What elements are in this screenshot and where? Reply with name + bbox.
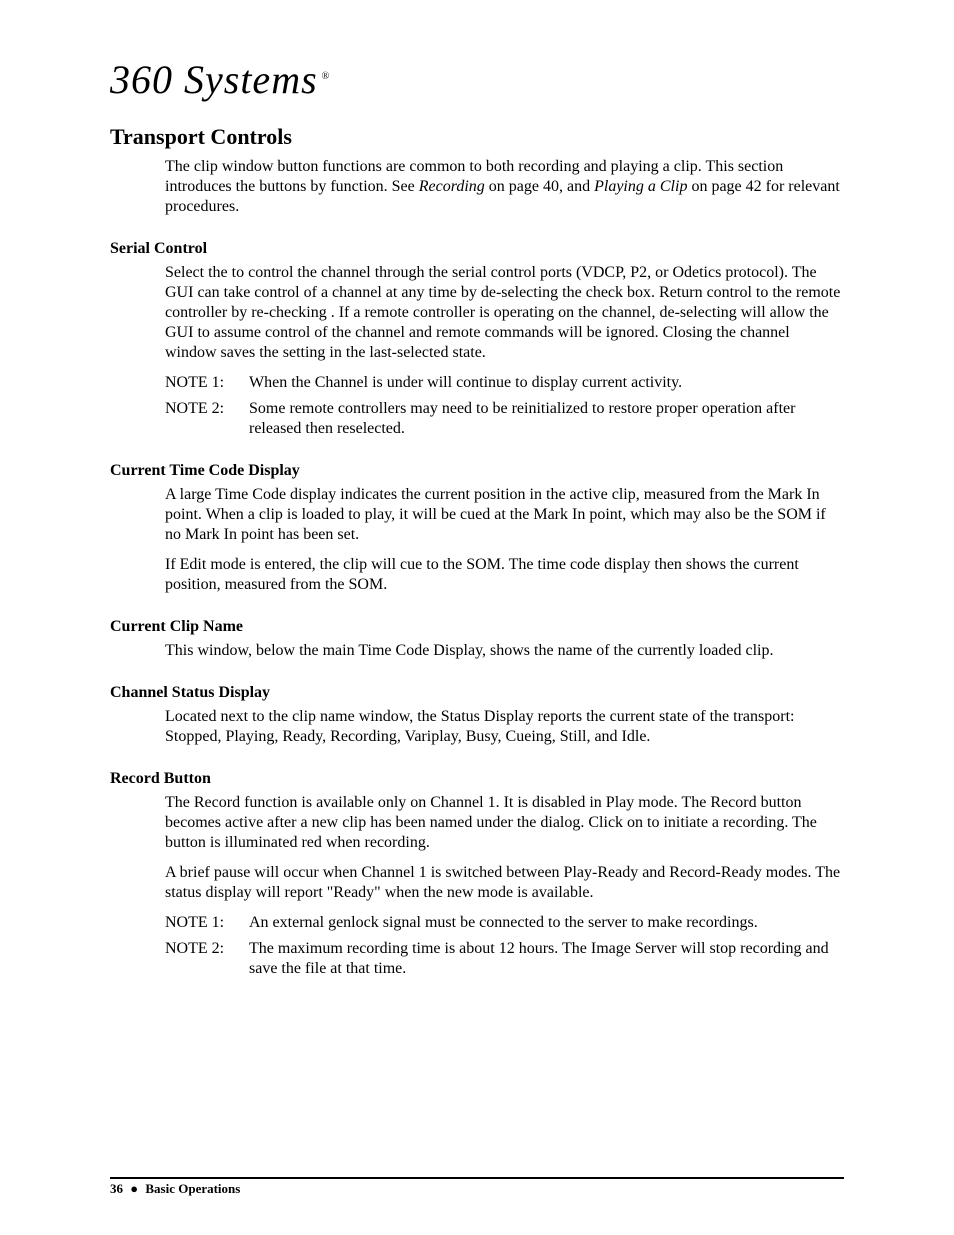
brand-logo: 360 Systems ® bbox=[110, 55, 844, 105]
page-footer: 36 ● Basic Operations bbox=[110, 1177, 844, 1197]
heading-serial-control: Serial Control bbox=[110, 239, 844, 259]
record-paragraph-1: The Record function is available only on… bbox=[165, 793, 844, 853]
timecode-block: A large Time Code display indicates the … bbox=[165, 485, 844, 595]
heading-timecode: Current Time Code Display bbox=[110, 461, 844, 481]
timecode-paragraph-2: If Edit mode is entered, the clip will c… bbox=[165, 555, 844, 595]
note-text: When the Channel is under will continue … bbox=[249, 373, 844, 393]
record-note-2: NOTE 2: The maximum recording time is ab… bbox=[165, 939, 844, 979]
record-paragraph-2: A brief pause will occur when Channel 1 … bbox=[165, 863, 844, 903]
serial-note-2: NOTE 2: Some remote controllers may need… bbox=[165, 399, 844, 439]
serial-paragraph-1: Select the to control the channel throug… bbox=[165, 263, 844, 363]
intro-block: The clip window button functions are com… bbox=[165, 157, 844, 217]
note-label: NOTE 1: bbox=[165, 913, 249, 933]
serial-block: Select the to control the channel throug… bbox=[165, 263, 844, 439]
footer-rule bbox=[110, 1177, 844, 1179]
intro-ref-recording: Recording bbox=[419, 178, 485, 195]
page-container: 360 Systems ® Transport Controls The clip… bbox=[0, 0, 954, 1235]
heading-clipname: Current Clip Name bbox=[110, 617, 844, 637]
intro-text-mid: on page 40, and bbox=[485, 178, 594, 195]
status-block: Located next to the clip name window, th… bbox=[165, 707, 844, 747]
intro-ref-playing: Playing a Clip bbox=[594, 178, 687, 195]
trademark-symbol: ® bbox=[322, 71, 331, 82]
note-label: NOTE 1: bbox=[165, 373, 249, 393]
serial-note-1: NOTE 1: When the Channel is under will c… bbox=[165, 373, 844, 393]
intro-paragraph: The clip window button functions are com… bbox=[165, 157, 844, 217]
status-paragraph-1: Located next to the clip name window, th… bbox=[165, 707, 844, 747]
page-title: Transport Controls bbox=[110, 123, 844, 151]
clipname-paragraph-1: This window, below the main Time Code Di… bbox=[165, 641, 844, 661]
note-text: An external genlock signal must be conne… bbox=[249, 913, 844, 933]
footer-page-number: 36 bbox=[110, 1181, 123, 1196]
note-label: NOTE 2: bbox=[165, 399, 249, 439]
logo-text: 360 Systems bbox=[110, 57, 318, 102]
record-note-1: NOTE 1: An external genlock signal must … bbox=[165, 913, 844, 933]
note-label: NOTE 2: bbox=[165, 939, 249, 979]
footer-section-name: Basic Operations bbox=[145, 1181, 240, 1196]
footer-bullet-icon: ● bbox=[130, 1181, 138, 1197]
heading-status: Channel Status Display bbox=[110, 683, 844, 703]
note-text: Some remote controllers may need to be r… bbox=[249, 399, 844, 439]
heading-record: Record Button bbox=[110, 769, 844, 789]
note-text: The maximum recording time is about 12 h… bbox=[249, 939, 844, 979]
timecode-paragraph-1: A large Time Code display indicates the … bbox=[165, 485, 844, 545]
clipname-block: This window, below the main Time Code Di… bbox=[165, 641, 844, 661]
footer-text: 36 ● Basic Operations bbox=[110, 1181, 844, 1197]
record-block: The Record function is available only on… bbox=[165, 793, 844, 979]
